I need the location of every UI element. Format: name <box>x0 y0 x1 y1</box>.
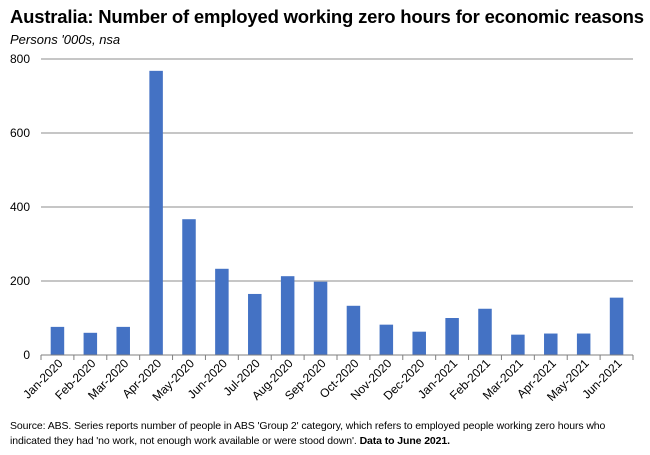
y-tick-label: 600 <box>10 126 30 140</box>
bar <box>83 332 98 355</box>
bar <box>609 297 624 355</box>
bar <box>511 334 525 355</box>
y-axis-tick-labels: 0 200 400 600 800 <box>10 52 30 362</box>
bar <box>544 333 558 355</box>
chart-subtitle: Persons '000s, nsa <box>10 32 121 47</box>
bar <box>215 268 229 355</box>
x-axis-tick-labels: Jan-2020Feb-2020Mar-2020Apr-2020May-2020… <box>20 356 625 404</box>
bar <box>182 219 196 355</box>
y-tick-label: 0 <box>23 348 30 362</box>
bar <box>379 324 394 355</box>
bar <box>412 331 426 355</box>
source-note: Source: ABS. Series reports number of pe… <box>10 419 642 448</box>
bar <box>280 276 295 355</box>
bars <box>50 70 624 355</box>
y-tick-label: 800 <box>10 52 30 66</box>
bar <box>346 305 361 355</box>
bar <box>445 318 459 355</box>
bar <box>313 281 328 355</box>
bar <box>116 326 130 355</box>
source-text: Source: ABS. Series reports number of pe… <box>10 420 606 447</box>
bar <box>50 326 65 355</box>
bar <box>478 308 492 355</box>
chart-title: Australia: Number of employed working ze… <box>10 6 644 27</box>
bar <box>248 293 262 355</box>
source-data-note: Data to June 2021. <box>359 434 451 447</box>
bar <box>576 333 591 355</box>
y-tick-label: 200 <box>10 274 30 288</box>
bar <box>149 70 163 355</box>
bar-chart: 0 200 400 600 800 Jan-2020Feb-2020Mar-2020Ap… <box>10 52 634 404</box>
x-axis <box>40 354 634 360</box>
y-tick-label: 400 <box>10 200 30 214</box>
gridlines <box>41 58 633 282</box>
